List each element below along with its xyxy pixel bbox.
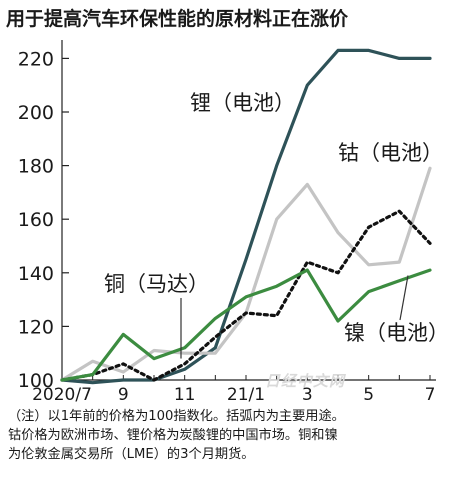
- series-line: [60, 268, 432, 382]
- chart: 100 120 140 160 180 200 220 2020/7 9 11 21/1 3 5 7 锂（…: [18, 40, 449, 405]
- y-tick-label: 100: [18, 370, 54, 392]
- note-line: （注）以1年前的价格为100指数化。括弧内为主要用途。: [8, 409, 345, 424]
- x-tick-label: 5: [363, 385, 374, 405]
- chart-series: [60, 48, 432, 385]
- series-label: 铜（马达）: [104, 272, 209, 296]
- x-tick-label: 7: [425, 385, 436, 405]
- chart-notes: （注）以1年前的价格为100指数化。括弧内为主要用途。 钴价格为欧洲市场、锂价格…: [8, 407, 444, 464]
- series-label: 锂（电池）: [190, 91, 295, 115]
- x-tick-label: 2020/7: [32, 385, 92, 405]
- y-tick-label: 160: [18, 209, 54, 231]
- y-tick-label: 200: [18, 102, 54, 124]
- note-line: 钴价格为欧洲市场、锂价格为炭酸锂的中国市场。铜和镍: [8, 428, 338, 443]
- chart-ticks: 100 120 140 160 180 200 220 2020/7 9 11 21/1 3 5 7: [18, 48, 436, 405]
- leader-line: [399, 275, 409, 321]
- chart-title: 用于提高汽车环保性能的原材料正在涨价: [6, 8, 349, 30]
- chart-series-labels: 锂（电池） 钴（电池） 铜（马达） 镍（电池）: [104, 91, 449, 359]
- y-tick-label: 180: [18, 156, 54, 178]
- series-line: [60, 48, 432, 385]
- x-tick-label: 3: [302, 385, 313, 405]
- x-tick-label: 11: [174, 385, 196, 405]
- y-tick-label: 120: [18, 316, 54, 338]
- note-line: 为伦敦金属交易所（LME）的3个月期货。: [8, 447, 255, 462]
- y-tick-label: 140: [18, 263, 54, 285]
- x-tick-label: 9: [118, 385, 129, 405]
- watermark: 日经中文网: [265, 372, 346, 390]
- x-tick-label: 21/1: [227, 385, 265, 405]
- series-label: 钴（电池）: [338, 141, 443, 165]
- y-tick-label: 220: [18, 48, 54, 70]
- series-label: 镍（电池）: [344, 321, 449, 345]
- series-line: [60, 209, 432, 382]
